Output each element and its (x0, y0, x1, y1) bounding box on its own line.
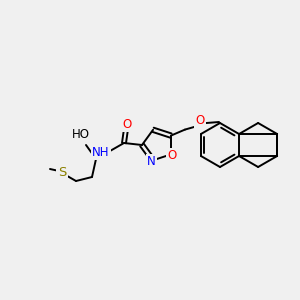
Text: S: S (58, 166, 66, 178)
Polygon shape (96, 151, 106, 159)
Text: NH: NH (92, 146, 110, 158)
Text: HO: HO (72, 128, 90, 142)
Text: O: O (122, 118, 132, 130)
Text: O: O (195, 114, 205, 127)
Text: N: N (147, 155, 155, 168)
Text: O: O (167, 149, 177, 162)
